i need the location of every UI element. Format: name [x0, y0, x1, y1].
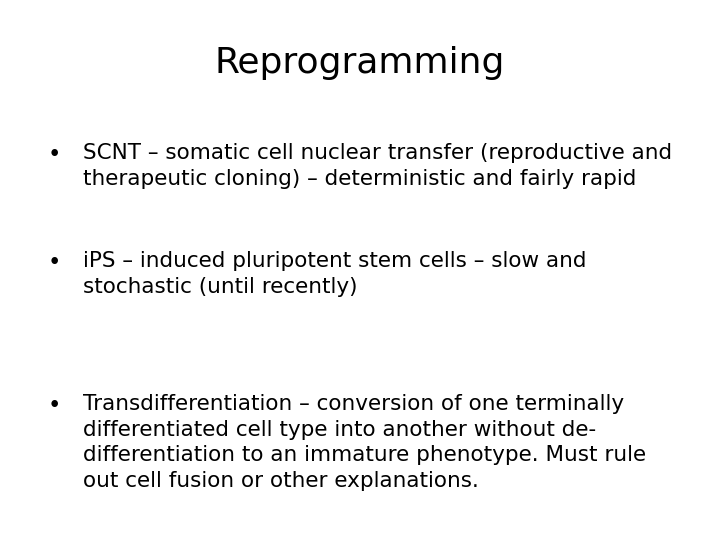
- Text: •: •: [48, 143, 60, 166]
- Text: •: •: [48, 394, 60, 417]
- Text: Transdifferentiation – conversion of one terminally
differentiated cell type int: Transdifferentiation – conversion of one…: [83, 394, 646, 491]
- Text: Reprogramming: Reprogramming: [215, 46, 505, 80]
- Text: •: •: [48, 251, 60, 274]
- Text: SCNT – somatic cell nuclear transfer (reproductive and
therapeutic cloning) – de: SCNT – somatic cell nuclear transfer (re…: [83, 143, 672, 188]
- Text: iPS – induced pluripotent stem cells – slow and
stochastic (until recently): iPS – induced pluripotent stem cells – s…: [83, 251, 586, 296]
